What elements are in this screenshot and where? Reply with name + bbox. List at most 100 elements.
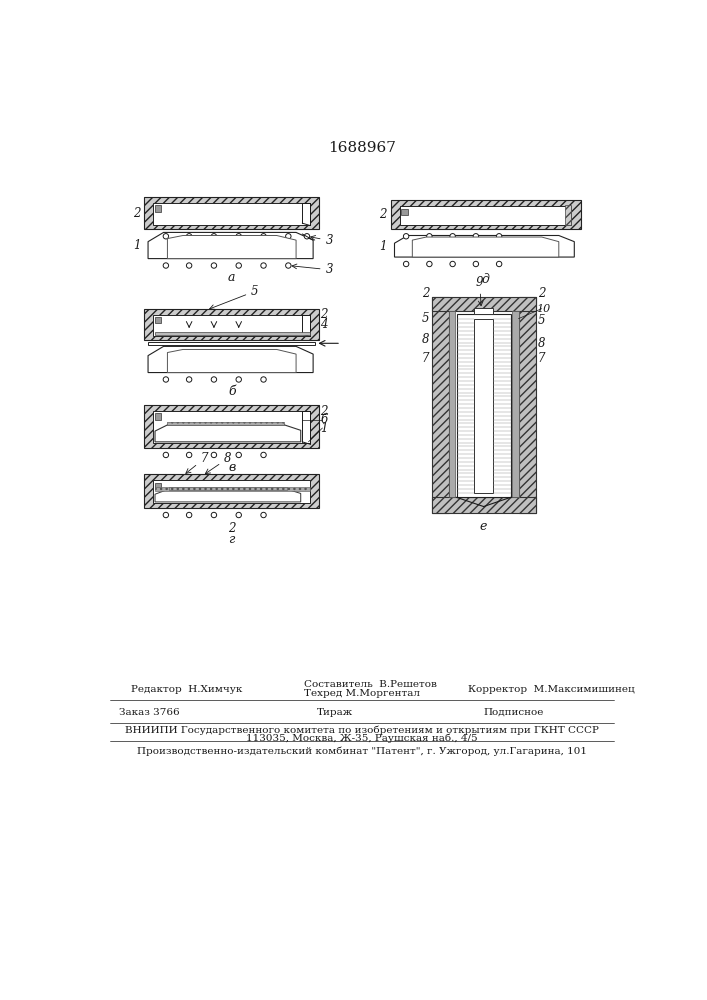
Bar xyxy=(391,200,580,229)
Text: 2: 2 xyxy=(422,287,429,300)
Text: Составитель  В.Решетов: Составитель В.Решетов xyxy=(304,680,437,689)
Text: Корректор  М.Максимишинец: Корректор М.Максимишинец xyxy=(468,685,635,694)
Circle shape xyxy=(187,512,192,518)
Circle shape xyxy=(286,234,291,239)
Bar xyxy=(432,497,535,513)
Circle shape xyxy=(473,234,479,239)
Bar xyxy=(155,205,161,212)
Circle shape xyxy=(261,263,267,268)
Bar xyxy=(565,205,571,225)
Circle shape xyxy=(211,234,216,239)
Text: а: а xyxy=(228,271,235,284)
Text: 10: 10 xyxy=(536,304,551,314)
Text: 4: 4 xyxy=(320,318,328,331)
Bar xyxy=(457,314,510,497)
Circle shape xyxy=(211,512,216,518)
Circle shape xyxy=(187,234,192,239)
Circle shape xyxy=(496,234,502,239)
Circle shape xyxy=(450,234,455,239)
Bar xyxy=(432,297,449,513)
Text: 2: 2 xyxy=(133,207,140,220)
Bar xyxy=(402,209,408,215)
Text: 1: 1 xyxy=(133,239,140,252)
Circle shape xyxy=(426,234,432,239)
Text: 8: 8 xyxy=(422,333,429,346)
Circle shape xyxy=(496,261,502,267)
Bar xyxy=(153,315,310,336)
Bar xyxy=(155,332,310,335)
Bar xyxy=(155,317,161,323)
Text: 8: 8 xyxy=(538,337,546,350)
Bar xyxy=(153,411,310,443)
Circle shape xyxy=(211,377,216,382)
Circle shape xyxy=(187,452,192,458)
Text: 113035, Москва, Ж-35, Раушская наб., 4/5: 113035, Москва, Ж-35, Раушская наб., 4/5 xyxy=(246,734,478,743)
Circle shape xyxy=(163,377,168,382)
Text: 2: 2 xyxy=(320,308,328,321)
Circle shape xyxy=(163,263,168,268)
Circle shape xyxy=(163,234,168,239)
Bar xyxy=(400,206,571,225)
Text: 2: 2 xyxy=(379,208,387,221)
Polygon shape xyxy=(155,425,300,442)
Circle shape xyxy=(261,377,267,382)
Text: г: г xyxy=(228,533,235,546)
Text: Заказ 3766: Заказ 3766 xyxy=(119,708,180,717)
Text: 2: 2 xyxy=(320,405,328,418)
Bar xyxy=(155,487,310,491)
Text: Производственно-издательский комбинат "Патент", г. Ужгород, ул.Гагарина, 101: Производственно-издательский комбинат "П… xyxy=(137,747,587,756)
Circle shape xyxy=(236,512,241,518)
Text: 7: 7 xyxy=(422,352,429,365)
Bar xyxy=(144,197,320,229)
Polygon shape xyxy=(148,232,313,259)
Bar xyxy=(169,487,287,490)
Text: б: б xyxy=(228,385,235,398)
Text: 3: 3 xyxy=(292,263,333,276)
Text: 1: 1 xyxy=(379,240,387,253)
Text: 5: 5 xyxy=(538,314,546,327)
Text: 6: 6 xyxy=(320,413,328,426)
Circle shape xyxy=(261,512,267,518)
Text: е: е xyxy=(480,520,487,533)
Bar xyxy=(144,309,320,340)
Text: 5: 5 xyxy=(422,312,429,325)
Text: 1688967: 1688967 xyxy=(328,141,396,155)
Bar xyxy=(148,342,315,345)
Bar xyxy=(155,483,161,489)
Text: 2: 2 xyxy=(538,287,546,300)
Circle shape xyxy=(236,234,241,239)
Circle shape xyxy=(473,261,479,267)
Polygon shape xyxy=(168,235,296,259)
Text: 7: 7 xyxy=(538,352,546,365)
Circle shape xyxy=(286,263,291,268)
Text: Тираж: Тираж xyxy=(317,708,353,717)
Circle shape xyxy=(450,261,455,267)
Circle shape xyxy=(187,263,192,268)
Text: Подписное: Подписное xyxy=(484,708,544,717)
Bar xyxy=(153,480,310,503)
Circle shape xyxy=(187,377,192,382)
Circle shape xyxy=(404,234,409,239)
Text: 5: 5 xyxy=(210,285,259,309)
Polygon shape xyxy=(395,235,574,257)
Bar xyxy=(474,308,493,314)
Text: 9: 9 xyxy=(476,276,484,306)
Text: Редактор  Н.Химчук: Редактор Н.Химчук xyxy=(131,685,243,694)
Text: д: д xyxy=(481,273,489,286)
Circle shape xyxy=(426,261,432,267)
Text: Техред М.Моргентал: Техред М.Моргентал xyxy=(304,689,420,698)
Circle shape xyxy=(236,377,241,382)
Circle shape xyxy=(163,452,168,458)
Bar xyxy=(144,405,320,448)
Bar xyxy=(155,413,161,420)
Circle shape xyxy=(261,452,267,458)
Circle shape xyxy=(236,263,241,268)
Bar xyxy=(474,319,493,493)
Text: 7: 7 xyxy=(186,452,209,473)
Polygon shape xyxy=(168,349,296,373)
Text: 2: 2 xyxy=(228,522,235,535)
Circle shape xyxy=(404,261,409,267)
Text: 8: 8 xyxy=(205,452,231,474)
Bar xyxy=(144,474,320,508)
Polygon shape xyxy=(148,346,313,373)
